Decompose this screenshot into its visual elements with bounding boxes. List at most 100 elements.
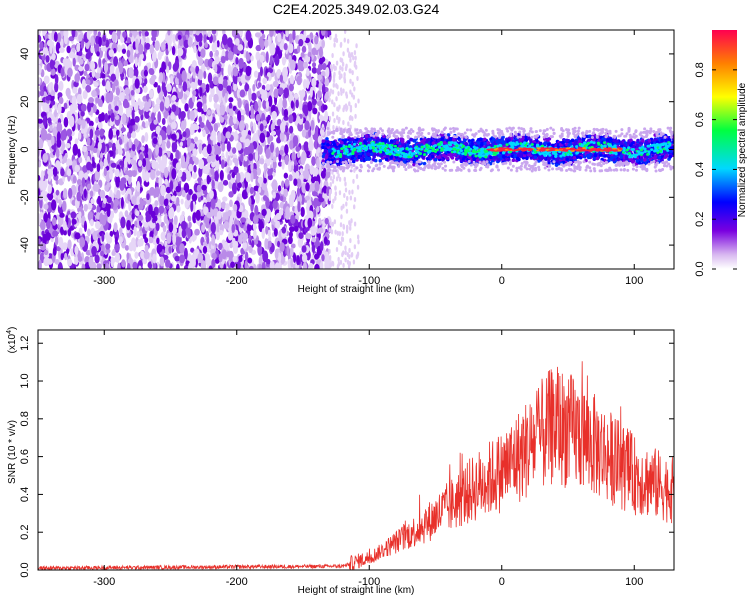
- spectrogram-pixel: [43, 42, 47, 48]
- spectrogram-pixel: [130, 118, 136, 126]
- spectrogram-pixel: [88, 97, 95, 104]
- spectrogram-pixel: [216, 223, 220, 233]
- spectrogram-pixel: [196, 184, 202, 193]
- spectrogram-pixel: [169, 180, 174, 192]
- spectrogram-pixel: [206, 109, 211, 116]
- spectrogram-pixel: [104, 184, 109, 192]
- spectrogram-pixel: [207, 31, 212, 38]
- spectrogram-pixel: [253, 70, 259, 78]
- spectrogram-pixel: [95, 116, 99, 124]
- spectrogram-pixel: [343, 176, 347, 182]
- spectrogram-pixel: [74, 245, 79, 256]
- spectrogram-pixel: [122, 31, 127, 39]
- spectrogram-pixel: [130, 150, 135, 158]
- spectrogram-pixel: [222, 196, 228, 202]
- spectrogram-pixel: [131, 213, 135, 220]
- spectrogram-pixel: [175, 185, 182, 193]
- spectrogram-pixel: [242, 109, 246, 116]
- spectrogram-pixel: [207, 72, 213, 84]
- spectrogram-pixel: [86, 30, 91, 40]
- spectrogram-pixel: [225, 151, 229, 159]
- spectrogram-pixel: [344, 181, 347, 187]
- spectrogram-pixel: [344, 257, 347, 263]
- spectrogram-pixel: [77, 55, 81, 63]
- spectrogram-pixel: [245, 172, 252, 183]
- spectrogram-pixel: [98, 36, 102, 47]
- spectrogram-pixel: [279, 195, 284, 202]
- spectrogram-pixel: [233, 83, 237, 92]
- spectrogram-pixel: [314, 253, 320, 260]
- spectrogram-pixel: [357, 98, 360, 104]
- spectrogram-pixel: [48, 82, 52, 93]
- spectrogram-pixel: [136, 180, 141, 192]
- spectrogram-pixel: [183, 94, 188, 101]
- spectrogram-pixel: [70, 211, 77, 219]
- spectrogram-pixel: [311, 77, 317, 88]
- spectrogram-pixel: [44, 63, 48, 71]
- spectrogram-pixel: [197, 252, 204, 264]
- spectrogram-pixel: [228, 191, 234, 198]
- spectrogram-pixel: [298, 38, 304, 47]
- spectrogram-pixel: [42, 102, 48, 112]
- spectrogram-pixel: [230, 261, 236, 269]
- spectrogram-pixel: [157, 51, 162, 61]
- spectrogram-pixel: [231, 223, 236, 233]
- spectrogram-pixel: [77, 148, 81, 159]
- spectrogram-pixel: [312, 209, 317, 218]
- spectrogram-pixel: [279, 122, 286, 133]
- spectrogram-pixel: [337, 91, 340, 97]
- spectrogram-pixel: [39, 211, 43, 219]
- spectrogram-pixel: [63, 102, 68, 110]
- spectrogram-pixel: [131, 109, 135, 120]
- spectrogram-pixel: [76, 93, 83, 105]
- spectrogram-pixel: [83, 188, 87, 199]
- spectrogram-pixel: [124, 87, 131, 96]
- spectrogram-pixel: [186, 170, 192, 182]
- spectrogram-pixel: [38, 58, 42, 65]
- spectrogram-pixel: [296, 255, 300, 266]
- spectrogram-pixel: [59, 212, 65, 218]
- spectrogram-pixel: [245, 65, 252, 77]
- spectrogram-pixel: [349, 195, 353, 201]
- spectrogram-pixel: [190, 66, 195, 73]
- spectrogram-pixel: [340, 58, 344, 64]
- spectrogram-pixel: [343, 192, 346, 198]
- spectrogram-pixel: [134, 115, 140, 123]
- spectrogram-pixel: [300, 154, 306, 166]
- spectrogram-pixel: [323, 236, 328, 245]
- spectrogram-pixel: [255, 113, 261, 122]
- spectrogram-pixel: [115, 140, 120, 150]
- spectrogram-pixel: [218, 76, 224, 85]
- spectrogram-pixel: [317, 90, 322, 99]
- spectrogram-pixel: [267, 114, 271, 121]
- spectrogram-pixel: [244, 259, 248, 269]
- spectrogram-pixel: [190, 200, 194, 213]
- spectrogram-pixel: [203, 165, 210, 175]
- spectrogram-pixel: [113, 198, 120, 207]
- spectrogram-pixel: [241, 129, 248, 138]
- spectrogram-pixel: [317, 63, 324, 71]
- spectrogram-pixel: [123, 60, 128, 67]
- spectrogram-pixel: [329, 90, 332, 96]
- spectrogram-pixel: [288, 160, 292, 172]
- spectrogram-pixel: [142, 158, 147, 168]
- spectrogram-pixel: [339, 65, 342, 71]
- spectrogram-pixel: [335, 247, 339, 253]
- spectrogram-pixel: [329, 221, 332, 227]
- spectrogram-pixel: [72, 57, 76, 67]
- spectrogram-pixel: [43, 249, 49, 256]
- spectrogram-pixel: [339, 222, 343, 228]
- spectrogram-pixel: [228, 97, 234, 103]
- spectrogram-pixel: [125, 150, 131, 162]
- spectrogram-pixel: [115, 67, 120, 79]
- spectrogram-pixel: [314, 263, 320, 269]
- spectrogram-pixel: [43, 85, 47, 91]
- spectrogram-pixel: [144, 101, 150, 113]
- spectrogram-pixel: [308, 42, 312, 52]
- spectrogram-pixel: [287, 236, 293, 245]
- spectrogram-pixel: [222, 79, 228, 89]
- spectrogram-pixel: [206, 174, 211, 185]
- spectrogram-pixel: [348, 261, 352, 267]
- spectrogram-pixel: [165, 259, 171, 268]
- spectrogram-pixel: [97, 99, 103, 108]
